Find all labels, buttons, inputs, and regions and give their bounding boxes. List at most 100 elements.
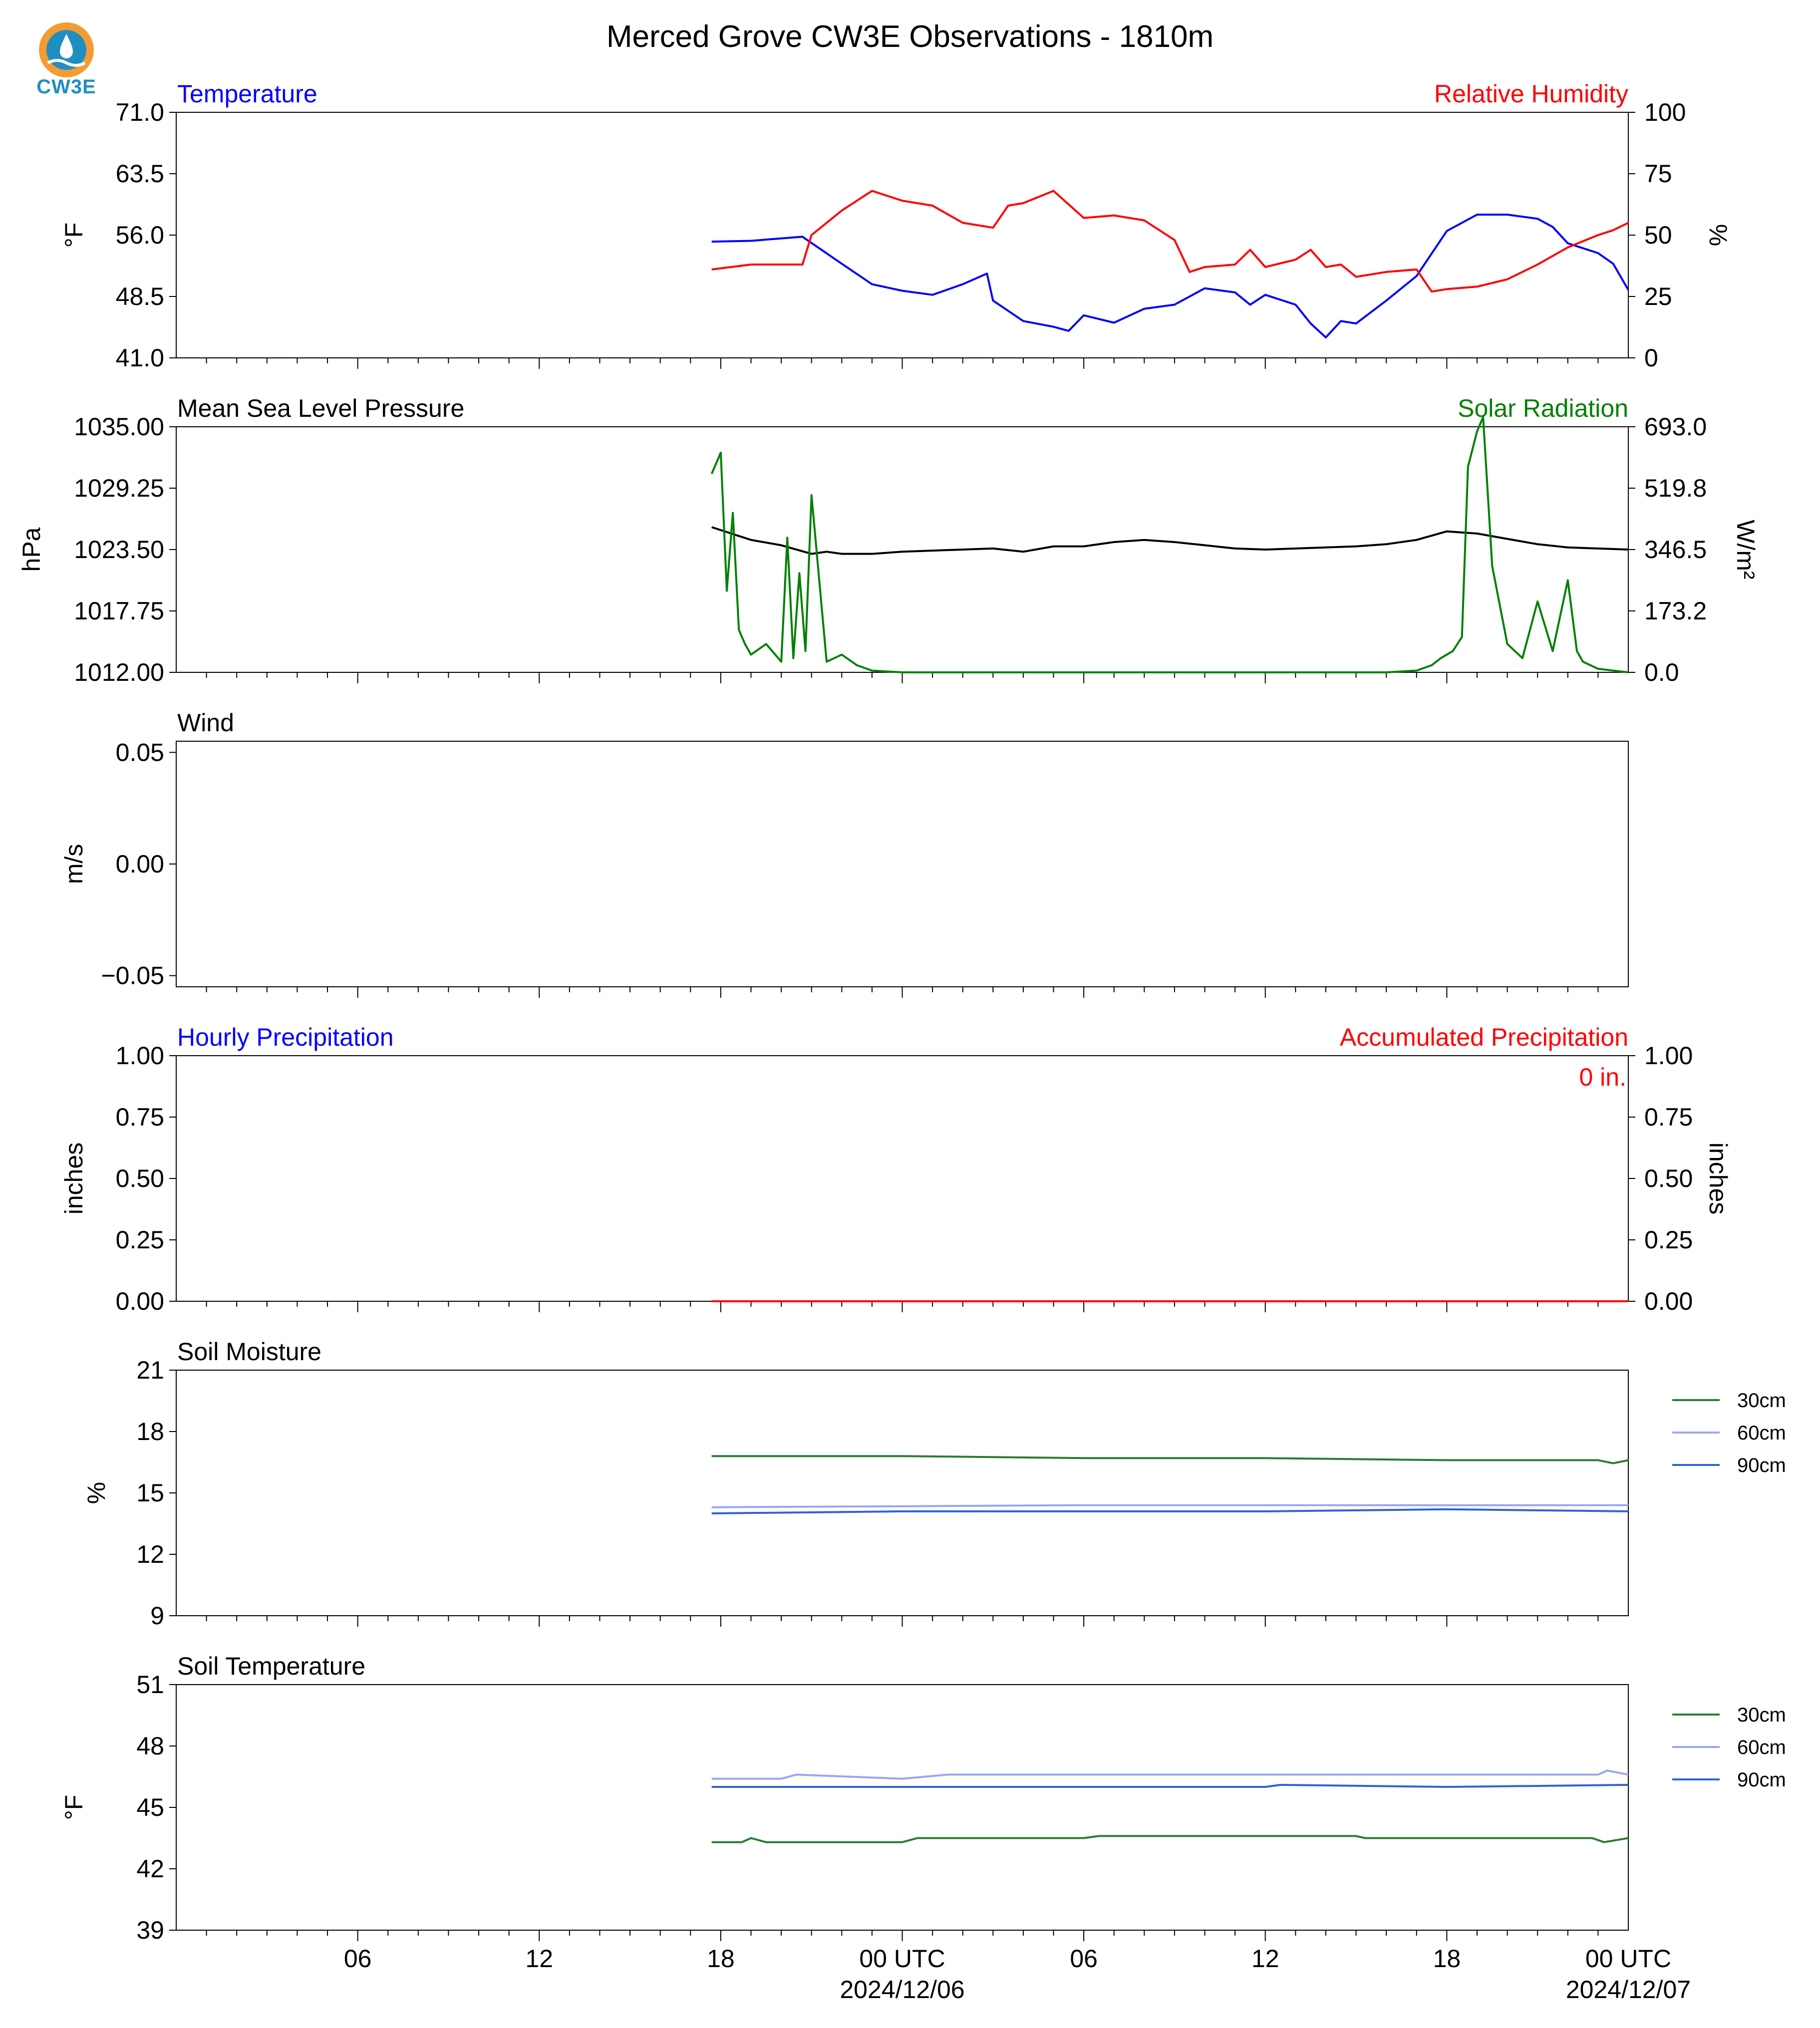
y-axis-label: inches [60,1143,88,1215]
panel-title-right: Solar Radiation [1458,394,1628,422]
panel-title-left: Soil Moisture [177,1338,321,1366]
y2-axis-label: inches [1704,1143,1732,1215]
y2-tick-label: 519.8 [1644,474,1707,502]
series-line-mean-sea-level-pressure [711,526,1629,555]
y-axis-label: hPa [17,527,45,572]
y2-tick-label: 0.0 [1644,658,1679,686]
y2-tick-label: 0.00 [1644,1287,1693,1315]
plot-frame [176,741,1629,987]
y-tick-label: 0.05 [116,738,164,766]
y2-tick-label: 0 [1644,344,1658,372]
y-tick-label: 0.00 [116,850,164,878]
x-tick-label: 06 [1070,1945,1098,1973]
y-tick-label: 18 [136,1418,164,1446]
panel-title-left: Wind [177,709,234,737]
cw3e-logo [39,22,94,77]
panel-title-right: Accumulated Precipitation [1340,1023,1628,1051]
y-tick-label: 1012.00 [74,658,164,686]
plot-frame [176,426,1629,673]
y2-tick-label: 75 [1644,160,1672,188]
y2-tick-label: 100 [1644,98,1686,126]
y2-tick-label: 50 [1644,221,1672,249]
x-tick-label: 06 [344,1945,372,1973]
y-tick-label: 41.0 [116,344,164,372]
x-tick-label: 00 UTC [1585,1945,1671,1973]
y2-axis-label: % [1704,224,1732,246]
y-axis-label: % [82,1482,110,1504]
x-tick-label: 12 [525,1945,553,1973]
accumulated-total-label: 0 in. [1579,1063,1626,1091]
series-line-temperature [711,214,1629,338]
y-tick-label: 0.75 [116,1103,164,1131]
series-line-90cm [711,1783,1629,1788]
y2-tick-label: 1.00 [1644,1042,1693,1070]
y2-tick-label: 346.5 [1644,536,1707,564]
y-tick-label: 63.5 [116,160,164,188]
y-tick-label: 0.00 [116,1287,164,1315]
series-line-solar-radiation [710,416,1629,673]
series-line-60cm [711,1769,1629,1780]
x-tick-label: 18 [1433,1945,1461,1973]
x-tick-label: 00 UTC [859,1945,945,1973]
y-axis-label: °F [60,223,88,248]
y-tick-label: 45 [136,1793,164,1821]
plot-frame [176,1684,1629,1931]
x-tick-label: 12 [1251,1945,1279,1973]
series-line-relative-humidity [711,190,1629,293]
legend-label: 90cm [1737,1769,1786,1791]
y-tick-label: 1.00 [116,1042,164,1070]
legend-label: 60cm [1737,1737,1786,1758]
y-tick-label: 12 [136,1540,164,1568]
y-tick-label: 51 [136,1671,164,1699]
legend-label: 30cm [1737,1390,1786,1412]
plot-frame [176,1055,1629,1302]
plot-frame [176,1370,1629,1616]
y2-tick-label: 0.75 [1644,1103,1693,1131]
y-tick-label: 9 [150,1602,164,1630]
x-tick-label: 18 [707,1945,735,1973]
drop-icon [60,34,73,58]
series-line-30cm [711,1835,1629,1843]
y-tick-label: 48 [136,1732,164,1760]
y-tick-label: 21 [136,1356,164,1384]
y-tick-label: 1035.00 [74,413,164,441]
y-tick-label: 1023.50 [74,536,164,564]
series-line-30cm [711,1455,1629,1464]
series-line-60cm [711,1504,1628,1508]
wave-icon [47,59,86,67]
y-tick-label: −0.05 [101,962,164,990]
y2-axis-label: W/m² [1732,520,1760,579]
legend-label: 60cm [1737,1422,1786,1444]
page-title: Merced Grove CW3E Observations - 1810m [606,19,1214,54]
y2-tick-label: 0.25 [1644,1226,1693,1254]
y-tick-label: 71.0 [116,98,164,126]
y-tick-label: 39 [136,1916,164,1944]
y-tick-label: 56.0 [116,221,164,249]
y-tick-label: 0.50 [116,1164,164,1192]
x-date-label: 2024/12/06 [840,1976,964,2004]
panel-title-right: Relative Humidity [1434,80,1628,108]
series-line-90cm [711,1508,1629,1514]
x-date-label: 2024/12/07 [1566,1976,1691,2004]
panel-title-left: Mean Sea Level Pressure [177,394,464,422]
y-tick-label: 48.5 [116,283,164,310]
y-tick-label: 0.25 [116,1226,164,1254]
logo-text: CW3E [36,76,96,98]
panel-title-left: Soil Temperature [177,1652,365,1680]
y-tick-label: 1029.25 [74,474,164,502]
y-tick-label: 15 [136,1479,164,1507]
y2-tick-label: 0.50 [1644,1164,1693,1192]
y-tick-label: 42 [136,1855,164,1883]
legend-label: 90cm [1737,1454,1786,1476]
panel-title-left: Hourly Precipitation [177,1023,394,1051]
y2-tick-label: 693.0 [1644,413,1707,441]
y-tick-label: 1017.75 [74,597,164,625]
y-axis-label: °F [60,1795,88,1820]
y-axis-label: m/s [60,844,88,884]
y2-tick-label: 25 [1644,283,1672,310]
plot-frame [176,112,1629,358]
legend-label: 30cm [1737,1704,1786,1726]
y2-tick-label: 173.2 [1644,597,1707,625]
panel-title-left: Temperature [177,80,317,108]
